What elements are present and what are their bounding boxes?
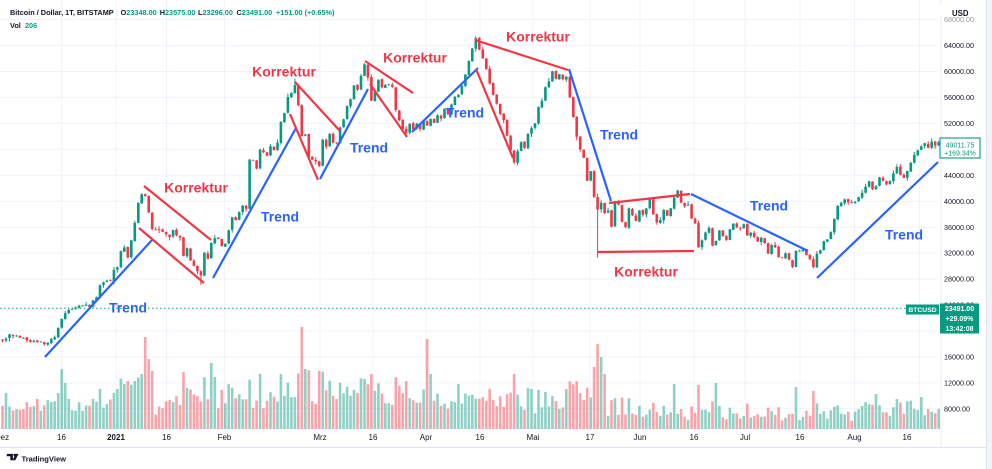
svg-text:Korrektur: Korrektur — [614, 264, 678, 280]
svg-text:60000.00: 60000.00 — [944, 67, 974, 76]
svg-text:16: 16 — [796, 433, 805, 442]
svg-text:12000.00: 12000.00 — [944, 379, 974, 388]
svg-text:Bitcoin / Dollar, 1T, BITSTAMP: Bitcoin / Dollar, 1T, BITSTAMP — [10, 8, 114, 17]
svg-text:Trend: Trend — [885, 227, 923, 243]
svg-text:2021: 2021 — [107, 433, 125, 442]
svg-text:+169.34%: +169.34% — [944, 151, 976, 158]
svg-text:Trend: Trend — [750, 198, 788, 214]
svg-text:USD: USD — [952, 9, 969, 18]
svg-text:Korrektur: Korrektur — [252, 64, 316, 80]
svg-text:8000.00: 8000.00 — [944, 404, 970, 413]
svg-text:Mrz: Mrz — [313, 433, 326, 442]
svg-text:BTCUSD: BTCUSD — [908, 307, 936, 314]
svg-text:Feb: Feb — [218, 433, 232, 442]
svg-text:13:42:08: 13:42:08 — [945, 326, 973, 333]
svg-text:Apr: Apr — [420, 433, 433, 442]
svg-text:Mai: Mai — [527, 433, 540, 442]
svg-text:Trend: Trend — [261, 209, 299, 225]
svg-text:Trend: Trend — [446, 105, 484, 121]
svg-text:28000.00: 28000.00 — [944, 275, 974, 284]
svg-text:Jul: Jul — [740, 433, 750, 442]
svg-text:17: 17 — [586, 433, 595, 442]
svg-text:16: 16 — [57, 433, 66, 442]
svg-text:Dez: Dez — [0, 433, 9, 442]
svg-text:Jun: Jun — [634, 433, 647, 442]
svg-text:68000.00: 68000.00 — [944, 15, 974, 24]
svg-text:C23491.00: C23491.00 — [237, 8, 273, 17]
svg-text:Trend: Trend — [350, 140, 388, 156]
svg-text:16: 16 — [690, 433, 699, 442]
svg-text:64000.00: 64000.00 — [944, 41, 974, 50]
svg-text:32000.00: 32000.00 — [944, 249, 974, 258]
svg-text:L23296.00: L23296.00 — [198, 8, 233, 17]
svg-text:TradingView: TradingView — [22, 454, 67, 463]
svg-text:Korrektur: Korrektur — [164, 180, 228, 196]
svg-text:16000.00: 16000.00 — [944, 353, 974, 362]
svg-text:16: 16 — [369, 433, 378, 442]
svg-text:52000.00: 52000.00 — [944, 119, 974, 128]
svg-text:49011.75: 49011.75 — [946, 143, 975, 150]
svg-text:16: 16 — [903, 433, 912, 442]
svg-text:Korrektur: Korrektur — [383, 50, 447, 66]
svg-text:56000.00: 56000.00 — [944, 93, 974, 102]
svg-text:16: 16 — [162, 433, 171, 442]
svg-text:+151.00 (+0.65%): +151.00 (+0.65%) — [276, 8, 335, 17]
svg-text:23491.00: 23491.00 — [945, 306, 974, 313]
svg-text:H23575.00: H23575.00 — [160, 8, 196, 17]
svg-text:Trend: Trend — [109, 300, 147, 316]
svg-text:44000.00: 44000.00 — [944, 171, 974, 180]
svg-text:Aug: Aug — [847, 433, 861, 442]
svg-text:40000.00: 40000.00 — [944, 197, 974, 206]
svg-text:16: 16 — [476, 433, 485, 442]
svg-text:O23348.00: O23348.00 — [121, 8, 157, 17]
svg-text:Vol: Vol — [10, 21, 21, 30]
svg-text:Trend: Trend — [600, 127, 638, 143]
svg-text:36000.00: 36000.00 — [944, 223, 974, 232]
svg-text:+29.09%: +29.09% — [946, 316, 975, 323]
svg-text:206: 206 — [25, 21, 37, 30]
svg-text:Korrektur: Korrektur — [506, 29, 570, 45]
